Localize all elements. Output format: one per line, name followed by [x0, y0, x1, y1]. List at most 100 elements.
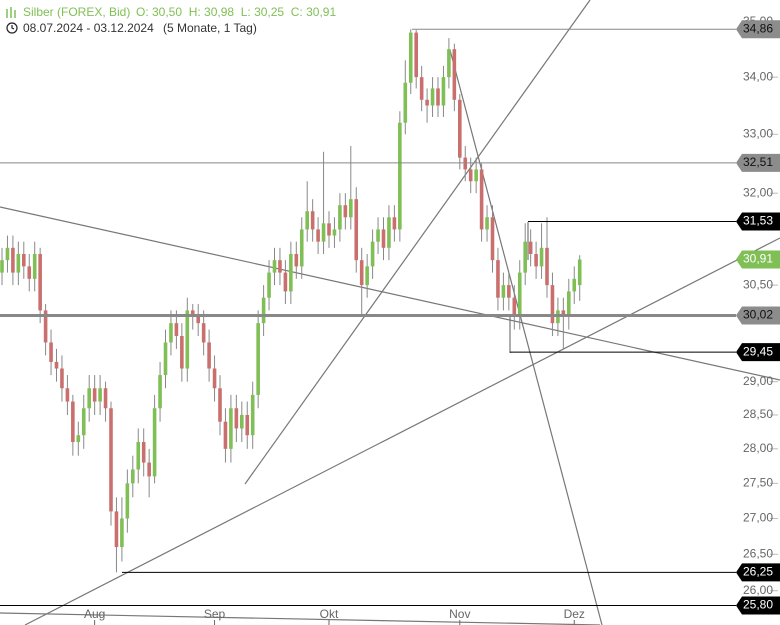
header-bg: [0, 0, 340, 40]
candle-body: [305, 211, 309, 230]
candle-body: [207, 342, 211, 369]
candle-body: [567, 291, 571, 317]
candle-body: [256, 323, 260, 395]
candle-body: [141, 442, 146, 463]
y-tick-label: 29,00: [743, 374, 773, 388]
candle-body: [534, 253, 538, 267]
candle-body: [289, 253, 293, 292]
candle-body: [283, 272, 288, 292]
clock-icon: [6, 22, 18, 34]
candle-body: [180, 335, 184, 369]
candle-body: [343, 205, 348, 218]
candle-body: [38, 253, 42, 311]
candle-body: [381, 229, 386, 248]
candle-body: [523, 241, 527, 273]
candle-body: [463, 157, 468, 170]
quote: O: 30,50 H: 30,98 L: 30,25 C: 30,91: [136, 5, 336, 19]
level-box: [736, 20, 780, 39]
level-label: 30,02: [743, 308, 773, 322]
candle-body: [321, 223, 326, 242]
y-tick-label: 26,00: [743, 583, 773, 597]
candle-body: [408, 32, 413, 83]
candle-body: [359, 260, 364, 286]
level-box: [736, 343, 780, 362]
candle-body: [496, 260, 500, 298]
candle-body: [245, 414, 250, 436]
y-tick-label: 27,00: [743, 511, 773, 525]
candle-body: [327, 223, 331, 236]
candle-body: [267, 272, 271, 298]
candle-body: [376, 229, 380, 242]
candle-body: [250, 394, 255, 436]
candle-body: [398, 122, 402, 230]
candle-body: [109, 408, 113, 512]
header-icon: [6, 7, 16, 18]
candle-body: [81, 408, 86, 436]
candle-body: [310, 211, 315, 230]
candle-body: [392, 217, 397, 230]
candle-body: [5, 247, 10, 261]
level-label: 31,53: [743, 214, 773, 228]
candle-body: [425, 99, 429, 106]
candle-body: [507, 285, 511, 298]
candle-body: [147, 462, 151, 477]
candle-body: [577, 259, 582, 286]
candle-body: [65, 388, 70, 402]
candle-body: [49, 342, 53, 362]
candle-body: [185, 310, 190, 369]
level-box: [736, 153, 780, 172]
y-tick-label: 26,50: [743, 546, 773, 560]
candle-body: [0, 260, 4, 273]
candle-body: [229, 408, 233, 449]
period: (5 Monate, 1 Tag): [163, 21, 257, 35]
candle-body: [490, 217, 495, 261]
candle-body: [16, 253, 21, 273]
level-label: 26,25: [743, 565, 773, 579]
candle-body: [512, 297, 517, 317]
candle-body: [76, 435, 81, 443]
candle-body: [414, 32, 418, 78]
level-box: [736, 563, 780, 582]
candle-body: [468, 169, 473, 182]
candle-body: [545, 247, 549, 286]
candle-body: [479, 169, 484, 230]
y-tick-label: 30,50: [743, 277, 773, 291]
candle-body: [201, 323, 206, 343]
x-tick-label: Nov: [449, 607, 470, 621]
candle-body: [114, 511, 119, 548]
candle-body: [120, 518, 124, 548]
candle-body: [158, 375, 162, 409]
candle-body: [11, 247, 15, 273]
y-tick-label: 28,50: [743, 407, 773, 421]
candle-body: [169, 323, 173, 343]
candle-body: [103, 388, 108, 409]
level-box: [736, 596, 780, 615]
plot-area: [0, 29, 582, 573]
candle-body: [234, 408, 239, 429]
candle-body: [60, 368, 64, 389]
candle-body: [441, 77, 446, 106]
level-label: 29,45: [743, 344, 773, 358]
y-tick-label: 33,00: [743, 126, 773, 140]
candle-body: [190, 310, 195, 317]
candle-body: [430, 88, 435, 106]
candle-body: [474, 169, 478, 182]
y-tick-label: 28,00: [743, 441, 773, 455]
candle-body: [365, 266, 369, 286]
trend-line: [449, 49, 603, 625]
candle-body: [71, 401, 75, 443]
candle-body: [218, 388, 222, 422]
y-tick-label: 27,50: [743, 476, 773, 490]
y-tick-label: 34,00: [743, 69, 773, 83]
title: Silber (FOREX, Bid): [23, 5, 130, 19]
level-label: 30,91: [743, 252, 773, 266]
candle-body: [163, 342, 168, 376]
trend-line: [0, 206, 780, 381]
candle-body: [240, 414, 244, 429]
candle-body: [27, 266, 32, 279]
candle-body: [196, 316, 200, 324]
subtitle: 08.07.2024 - 03.12.2024: [23, 21, 154, 35]
level-box: [736, 306, 780, 325]
candle-body: [387, 217, 391, 248]
candle-body: [299, 229, 304, 267]
